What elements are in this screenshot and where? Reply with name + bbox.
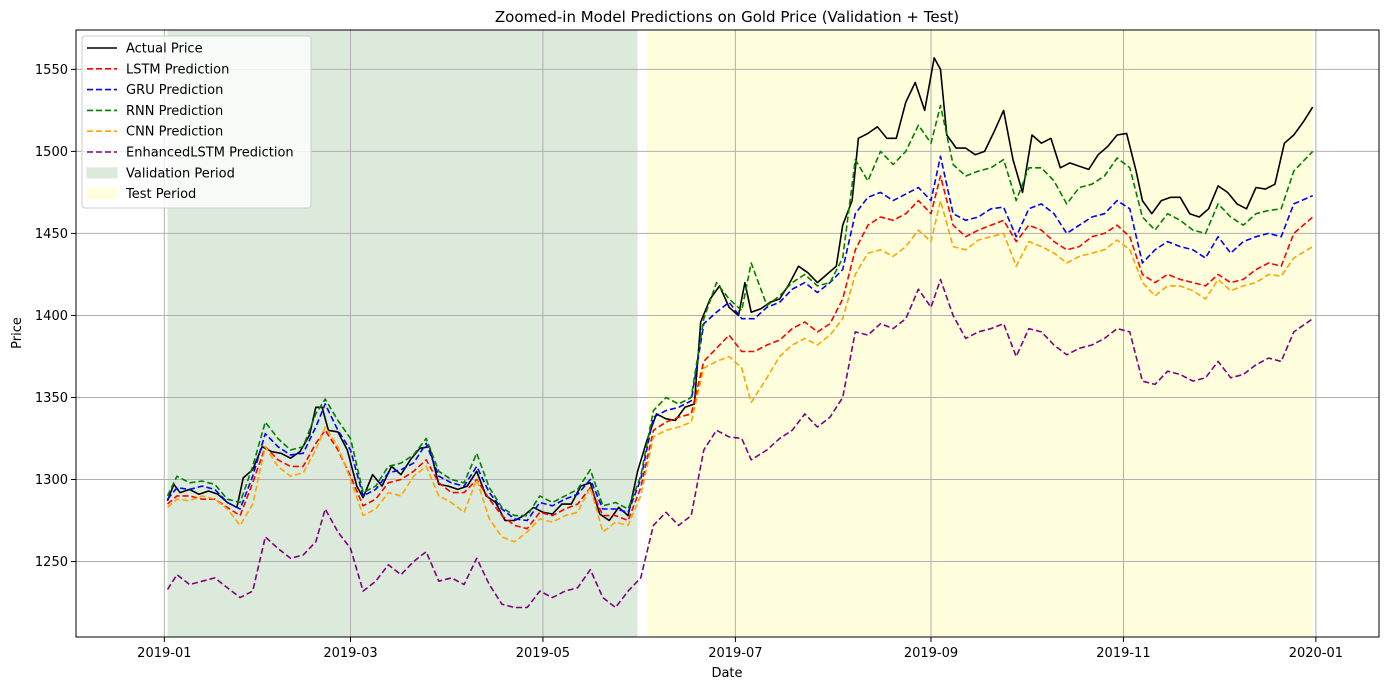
legend-label-rnn-prediction: RNN Prediction [126, 104, 223, 119]
series-rnn-prediction [166, 104, 1314, 517]
series-actual-price [166, 57, 1314, 522]
series-enhancedlstm-prediction [166, 278, 1314, 609]
series-cnn-prediction [166, 199, 1314, 543]
y-tick-label: 1350 [35, 391, 68, 406]
y-tick-label: 1300 [35, 473, 68, 488]
plot-frame [75, 29, 1380, 638]
chart-title: Zoomed-in Model Predictions on Gold Pric… [495, 8, 959, 26]
x-tick-label: 2019-05 [516, 646, 570, 661]
series-lines [166, 57, 1314, 609]
span-test [647, 30, 1313, 637]
x-tick-label: 2019-09 [904, 646, 958, 661]
period-spans [167, 30, 1313, 637]
x-tick-label: 2019-07 [708, 646, 762, 661]
x-tick-label: 2019-11 [1096, 646, 1150, 661]
legend-swatch-validation-period [86, 167, 118, 179]
legend-label-validation-period: Validation Period [126, 166, 235, 181]
legend-label-enhancedlstm-prediction: EnhancedLSTM Prediction [126, 146, 294, 161]
y-axis-label: Price [10, 317, 25, 349]
y-tick-label: 1450 [35, 227, 68, 242]
legend-label-cnn-prediction: CNN Prediction [126, 125, 223, 140]
legend-label-lstm-prediction: LSTM Prediction [126, 62, 229, 77]
x-axis-label: Date [711, 666, 742, 681]
y-axis-ticks: 1250 1300 1350 1400 1450 1500 1550 [35, 63, 76, 570]
legend-label-test-period: Test Period [125, 187, 196, 202]
y-tick-label: 1400 [35, 309, 68, 324]
x-axis-ticks: 2019-01 2019-03 2019-05 2019-07 2019-09 2019-… [137, 637, 1343, 661]
series-gru-prediction [166, 155, 1314, 522]
legend: Actual Price LSTM Prediction GRU Predictio… [81, 35, 312, 209]
legend-swatch-test-period [86, 188, 118, 200]
y-tick-label: 1550 [35, 63, 68, 78]
legend-box [81, 35, 312, 209]
series-lstm-prediction [166, 175, 1314, 530]
x-tick-label: 2019-01 [137, 646, 191, 661]
legend-label-actual-price: Actual Price [126, 42, 203, 57]
x-tick-label: 2020-01 [1289, 646, 1343, 661]
y-tick-label: 1250 [35, 555, 68, 570]
x-tick-label: 2019-03 [323, 646, 377, 661]
legend-label-gru-prediction: GRU Prediction [126, 83, 223, 98]
y-tick-label: 1500 [35, 145, 68, 160]
